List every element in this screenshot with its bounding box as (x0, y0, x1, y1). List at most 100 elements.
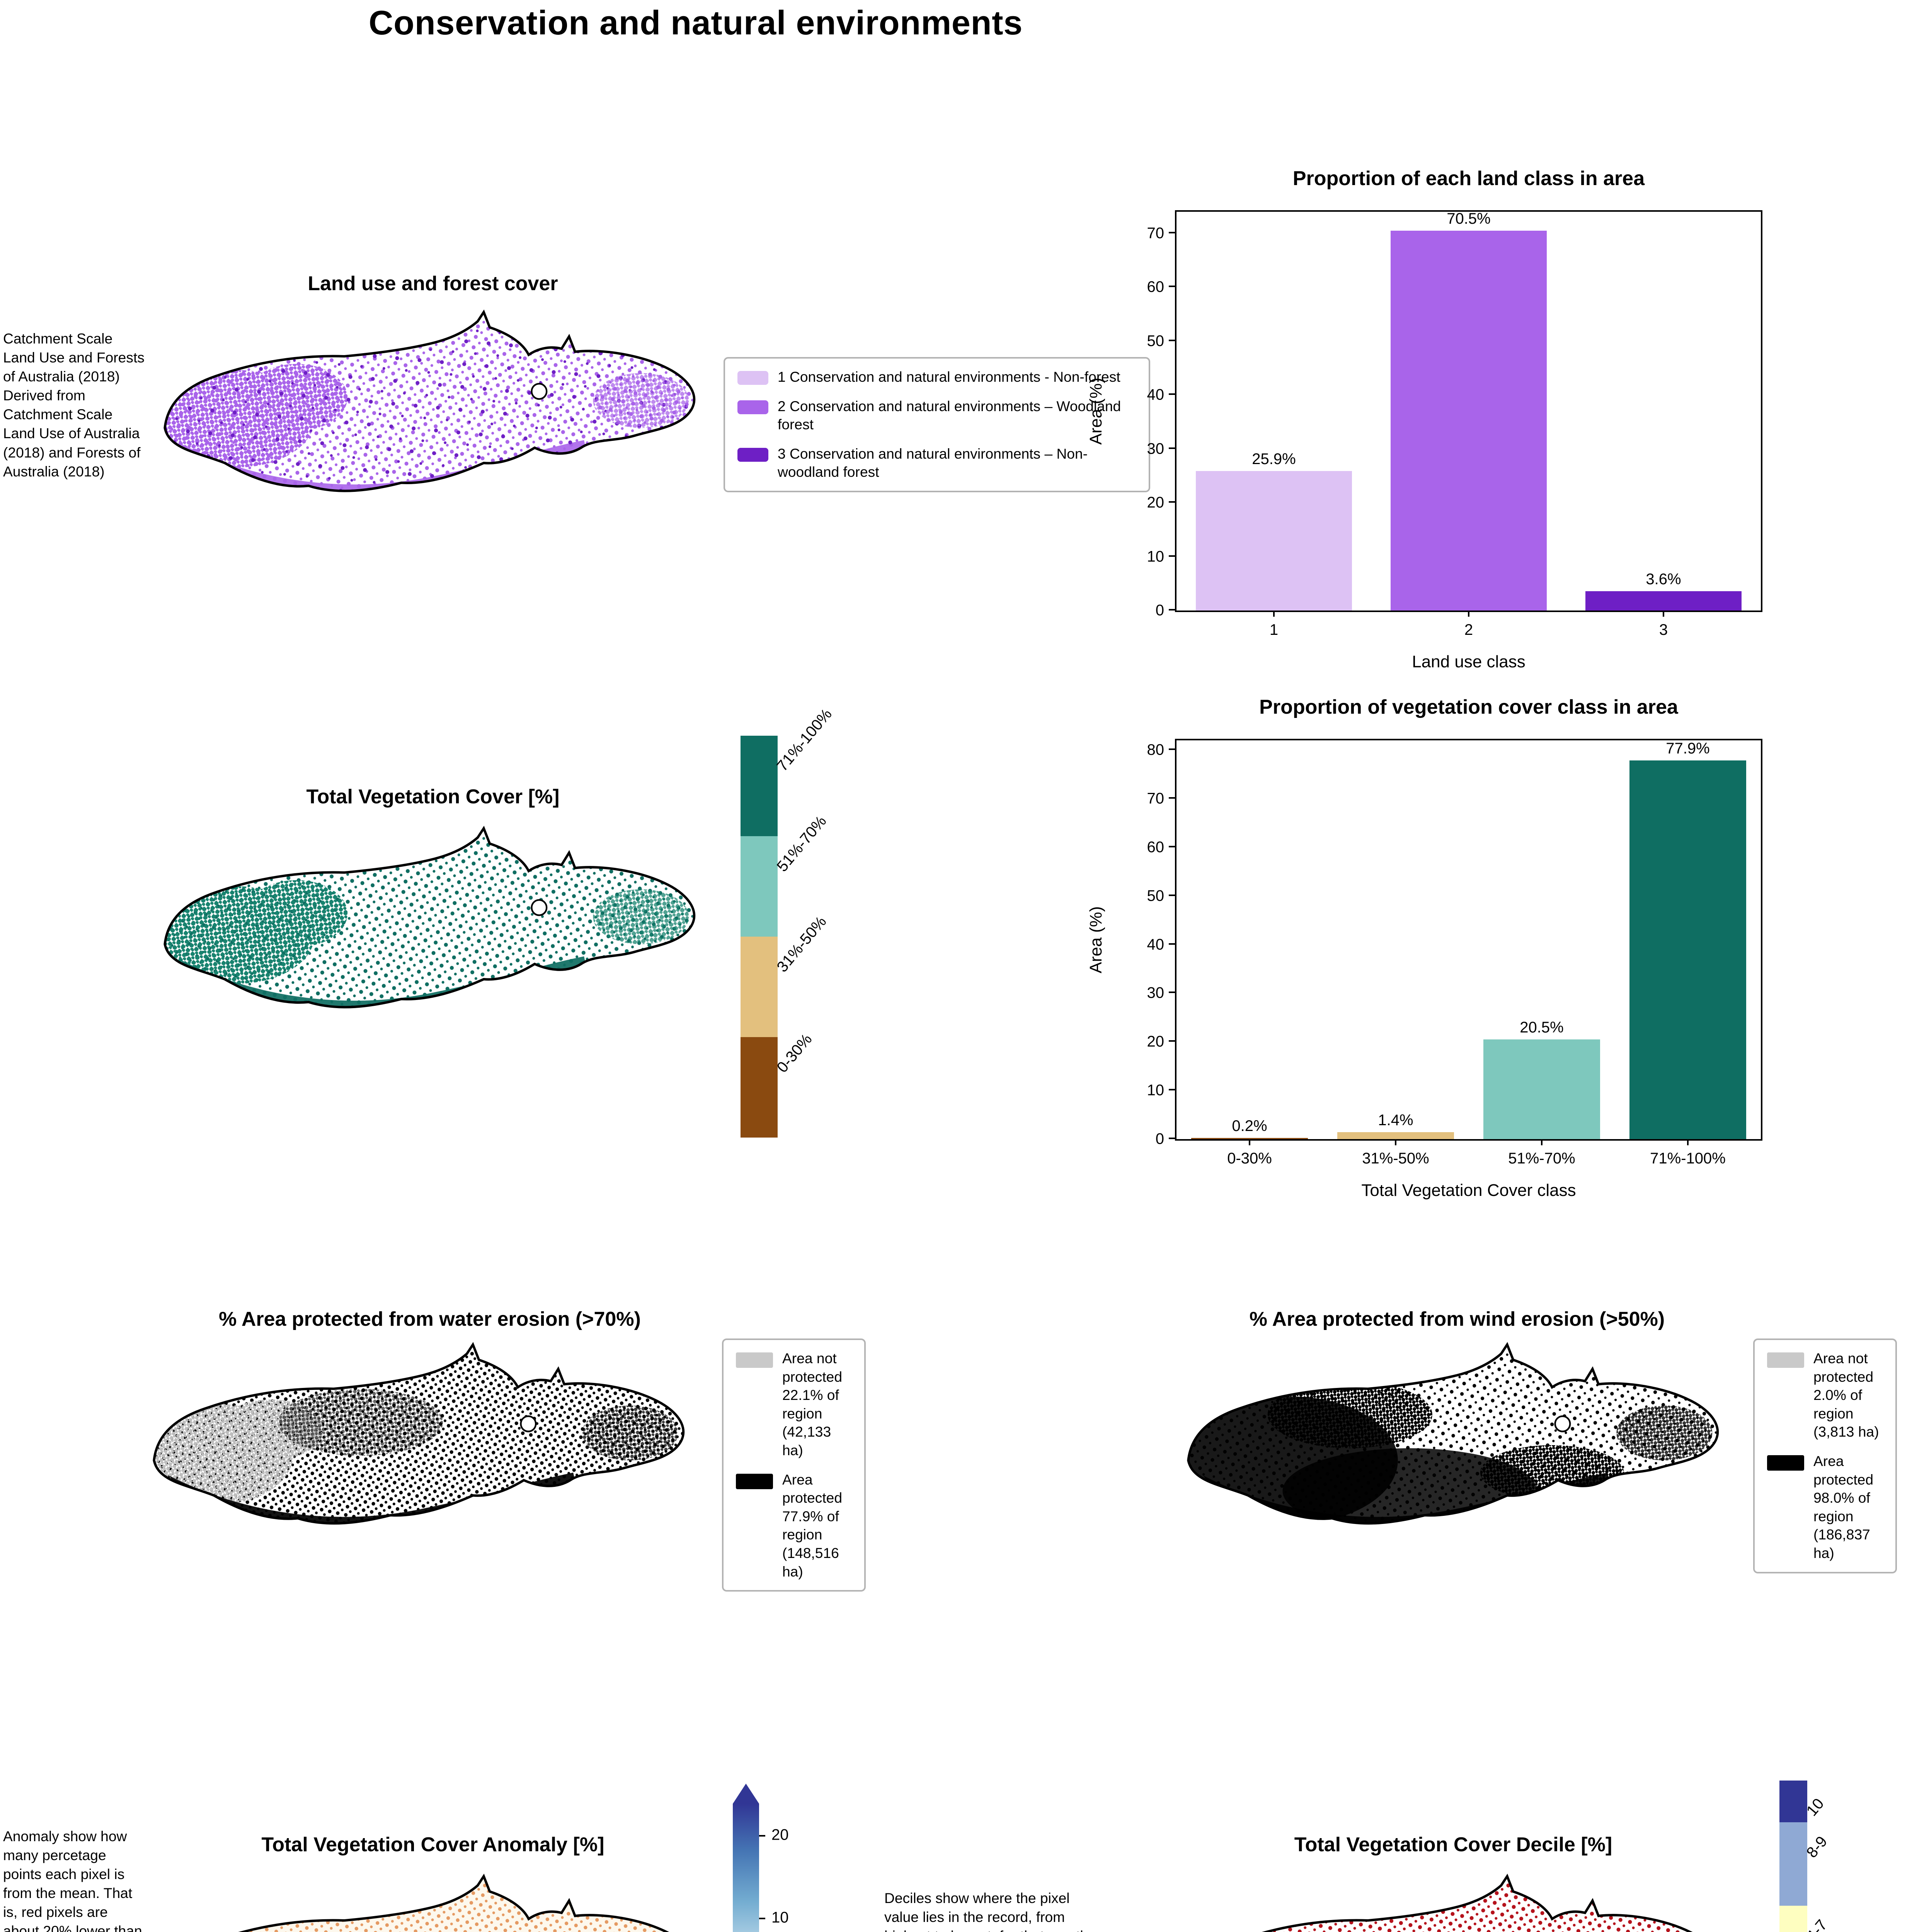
legend-swatch (737, 371, 768, 385)
x-tick-mark (1687, 1139, 1689, 1145)
y-tick-label: 60 (1147, 838, 1165, 856)
x-tick-mark (1663, 611, 1664, 617)
bar (1191, 1138, 1308, 1139)
bar (1585, 591, 1742, 611)
colorbar-segment (1779, 1906, 1807, 1932)
x-tick-mark (1249, 1139, 1250, 1145)
legend-swatch (1767, 1455, 1804, 1471)
water-erosion-map (136, 1338, 705, 1555)
colorbar-segment (1779, 1781, 1807, 1822)
anomaly-caption: Anomaly show how many percetage points e… (3, 1828, 142, 1932)
colorbar-label: 8-9 (1803, 1833, 1831, 1861)
chart-title: Proportion of vegetation cover class in … (1259, 696, 1678, 718)
colorbar-label: 71%-100% (773, 706, 836, 775)
y-tick-mark (1169, 609, 1176, 611)
x-axis-label: Land use class (1412, 652, 1525, 671)
colorbar-label: 0-30% (773, 1031, 816, 1076)
land-use-caption: Catchment Scale Land Use and Forests of … (3, 330, 145, 480)
plot-area: 0 10 20 30 40 50 60 70 25.9% 1 70.5% 2 3.6% 3 (1147, 210, 1762, 638)
legend-swatch (736, 1352, 773, 1368)
y-tick-label: 60 (1147, 278, 1165, 296)
bar (1337, 1132, 1454, 1139)
y-tick-label: 0 (1155, 1130, 1164, 1148)
y-tick-label: 30 (1147, 984, 1165, 1002)
land-use-map-title: Land use and forest cover (308, 272, 558, 295)
y-tick-label: 80 (1147, 741, 1165, 759)
y-tick-mark (1169, 231, 1176, 233)
legend-swatch (737, 447, 768, 462)
y-tick-label: 10 (1147, 1082, 1165, 1099)
y-tick-label: 20 (1147, 1033, 1165, 1050)
colorbar-segment (741, 937, 778, 1037)
x-tick-mark (1395, 1139, 1396, 1145)
wind-erosion-legend: Area not protected 2.0% of region (3,813… (1753, 1338, 1897, 1573)
bar-value-label: 25.9% (1252, 450, 1296, 468)
legend-label: Area not protected 2.0% of region (3,813… (1813, 1350, 1879, 1440)
land-use-legend: 1 Conservation and natural environments … (724, 357, 1150, 493)
legend-label: Area not protected 22.1% of region (42,1… (782, 1350, 843, 1459)
bar-value-label: 3.6% (1646, 570, 1681, 588)
x-tick-label: 2 (1464, 621, 1473, 638)
bar-value-label: 20.5% (1520, 1019, 1564, 1036)
y-tick-label: 30 (1147, 440, 1165, 457)
colorbar-gradient (733, 1804, 759, 1932)
y-tick-mark (1169, 894, 1176, 896)
y-tick-label: 50 (1147, 887, 1165, 905)
legend-item: 3 Conservation and natural environments … (737, 445, 1136, 481)
legend-label: 3 Conservation and natural environments … (778, 445, 1088, 480)
colorbar-bar (1779, 1781, 1807, 1932)
y-tick-label: 70 (1147, 790, 1165, 807)
legend-item: 2 Conservation and natural environments … (737, 397, 1136, 434)
bar (1629, 760, 1747, 1139)
legend-item: Area protected 98.0% of region (186,837 … (1767, 1452, 1883, 1563)
y-axis-label: Area (%) (1086, 906, 1105, 973)
anomaly-colorbar: 20100−10−20 (733, 1784, 866, 1932)
anomaly-map (147, 1870, 716, 1932)
legend-item: 1 Conservation and natural environments … (737, 368, 1136, 386)
legend-swatch (1767, 1352, 1804, 1368)
veg-cover-class-bar-chart: Proportion of vegetation cover class in … (1085, 692, 1820, 1226)
decile-colorbar: 108-94-72-31 (1779, 1781, 1912, 1932)
colorbar-tick-mark (759, 1835, 765, 1837)
veg-cover-map-title: Total Vegetation Cover [%] (306, 786, 560, 808)
x-tick-label: 0-30% (1227, 1150, 1272, 1167)
bar (1196, 471, 1352, 611)
x-tick-label: 71%-100% (1650, 1150, 1726, 1167)
x-tick-label: 51%-70% (1508, 1150, 1575, 1167)
legend-label: Area protected 77.9% of region (148,516 … (782, 1471, 843, 1580)
wind-erosion-map (1170, 1338, 1739, 1555)
colorbar-segment (741, 836, 778, 937)
bar-value-label: 1.4% (1378, 1112, 1413, 1129)
land-use-map (147, 306, 716, 522)
page-title: Conservation and natural environments (368, 3, 1023, 42)
y-tick-mark (1169, 501, 1176, 503)
y-axis-label: Area (%) (1086, 378, 1105, 445)
bar (1391, 230, 1547, 611)
legend-item: Area protected 77.9% of region (148,516 … (736, 1471, 852, 1581)
colorbar-segment (741, 736, 778, 836)
colorbar-tick-label: 10 (771, 1909, 789, 1926)
y-tick-mark (1169, 447, 1176, 449)
y-tick-mark (1169, 943, 1176, 945)
y-tick-mark (1169, 1040, 1176, 1042)
x-tick-mark (1468, 611, 1469, 617)
legend-swatch (737, 400, 768, 414)
y-tick-mark (1169, 1089, 1176, 1091)
colorbar-tick-mark (759, 1917, 765, 1919)
y-tick-label: 70 (1147, 224, 1165, 242)
y-tick-mark (1169, 845, 1176, 847)
wind-erosion-map-title: % Area protected from wind erosion (>50%… (1249, 1308, 1665, 1330)
bar-value-label: 70.5% (1447, 210, 1491, 227)
x-tick-mark (1541, 1139, 1543, 1145)
veg-cover-colorbar: 71%-100% 51%-70% 31%-50% 0-30% (741, 706, 889, 1138)
colorbar-tick-label: 20 (771, 1826, 789, 1844)
colorbar-arrow-top (733, 1784, 759, 1804)
bar-value-label: 77.9% (1666, 740, 1710, 757)
y-tick-mark (1169, 555, 1176, 557)
x-tick-label: 31%-50% (1362, 1150, 1429, 1167)
colorbar-label: 51%-70% (773, 813, 830, 875)
decile-caption: Deciles show where the pixel value lies … (884, 1890, 1092, 1932)
chart-title: Proportion of each land class in area (1292, 167, 1645, 190)
y-tick-mark (1169, 393, 1176, 395)
